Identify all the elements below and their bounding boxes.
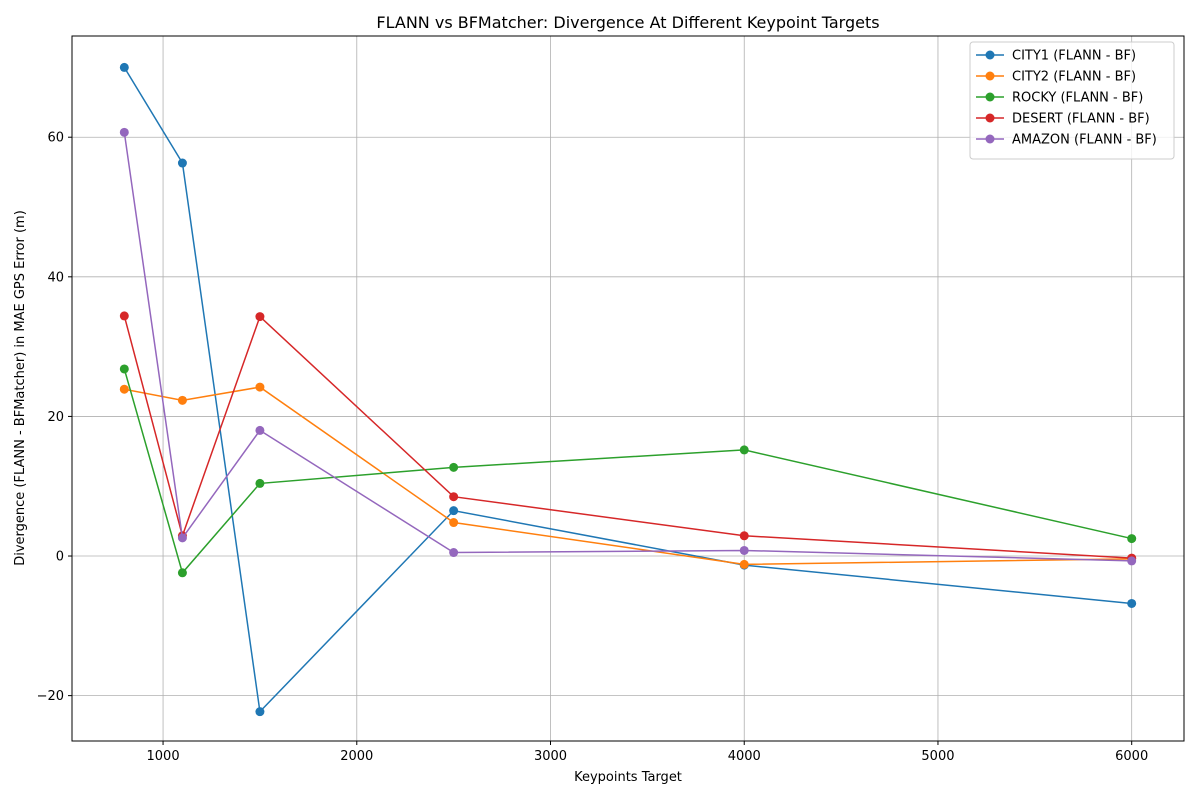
data-point	[177, 568, 187, 578]
legend-marker	[985, 92, 995, 102]
y-tick-label: 0	[56, 550, 64, 565]
data-point	[449, 492, 459, 502]
legend-box	[969, 41, 1175, 160]
legend-label: DESERT (FLANN - BF)	[1012, 112, 1150, 127]
series-1	[119, 382, 1137, 569]
data-point	[119, 62, 129, 72]
series-0	[119, 62, 1137, 717]
legend-label: CITY2 (FLANN - BF)	[1012, 70, 1136, 85]
x-axis-label: Keypoints Target	[574, 770, 682, 785]
data-point	[255, 478, 265, 488]
legend-label: ROCKY (FLANN - BF)	[1012, 91, 1143, 106]
series-line	[123, 67, 1132, 714]
data-point	[255, 425, 265, 435]
chart-title: FLANN vs BFMatcher: Divergence At Differ…	[376, 13, 879, 32]
x-tick-label: 1000	[147, 749, 180, 764]
x-tick-label: 4000	[728, 749, 761, 764]
axis-ticks: 1000 2000 3000 4000 5000 6000 −20 0 20 40 60	[37, 131, 1149, 764]
x-tick-label: 3000	[534, 749, 567, 764]
x-tick-label: 6000	[1115, 749, 1148, 764]
data-point	[739, 545, 749, 555]
legend-item: CITY1 (FLANN - BF)	[976, 49, 1136, 64]
series-3	[119, 311, 1137, 563]
series-line	[123, 315, 1132, 559]
data-point	[1127, 556, 1137, 566]
data-point	[119, 384, 129, 394]
legend-label: CITY1 (FLANN - BF)	[1012, 49, 1136, 64]
data-point	[177, 395, 187, 405]
series-line	[124, 386, 1132, 566]
y-tick-label: 40	[47, 270, 64, 285]
data-point	[1127, 534, 1137, 544]
legend-marker	[985, 71, 995, 81]
x-tick-label: 5000	[921, 749, 954, 764]
y-tick-label: −20	[37, 689, 64, 704]
data-point	[449, 518, 459, 528]
legend-item: AMAZON (FLANN - BF)	[976, 133, 1157, 148]
data-point	[177, 158, 187, 168]
data-point	[449, 548, 459, 558]
data-point	[739, 445, 749, 455]
data-point	[119, 127, 129, 137]
data-point	[255, 382, 265, 392]
series-line	[123, 132, 1132, 562]
legend-marker	[985, 113, 995, 123]
data-point	[119, 364, 129, 374]
data-point	[739, 559, 749, 569]
legend: CITY1 (FLANN - BF) CITY2 (FLANN - BF) ROCK…	[969, 41, 1175, 160]
legend-item: DESERT (FLANN - BF)	[976, 112, 1150, 127]
legend-item: ROCKY (FLANN - BF)	[976, 91, 1143, 106]
data-point	[119, 311, 129, 321]
x-tick-label: 2000	[340, 749, 373, 764]
legend-item: CITY2 (FLANN - BF)	[976, 70, 1136, 85]
data-point	[255, 312, 265, 322]
data-point	[739, 531, 749, 541]
data-point	[255, 707, 265, 717]
legend-label: AMAZON (FLANN - BF)	[1012, 133, 1157, 148]
series-lines	[119, 62, 1137, 717]
plot-area-frame	[71, 35, 1185, 742]
y-axis-label: Divergence (FLANN - BFMatcher) in MAE GP…	[13, 210, 28, 566]
series-line	[123, 368, 1132, 575]
data-point	[449, 462, 459, 472]
data-point	[449, 506, 459, 516]
y-tick-label: 60	[47, 131, 64, 146]
data-point	[1127, 598, 1137, 608]
legend-marker	[985, 50, 995, 60]
data-point	[177, 533, 187, 543]
legend-marker	[985, 134, 995, 144]
series-4	[119, 127, 1137, 566]
series-2	[119, 364, 1137, 578]
y-tick-label: 20	[47, 410, 64, 425]
